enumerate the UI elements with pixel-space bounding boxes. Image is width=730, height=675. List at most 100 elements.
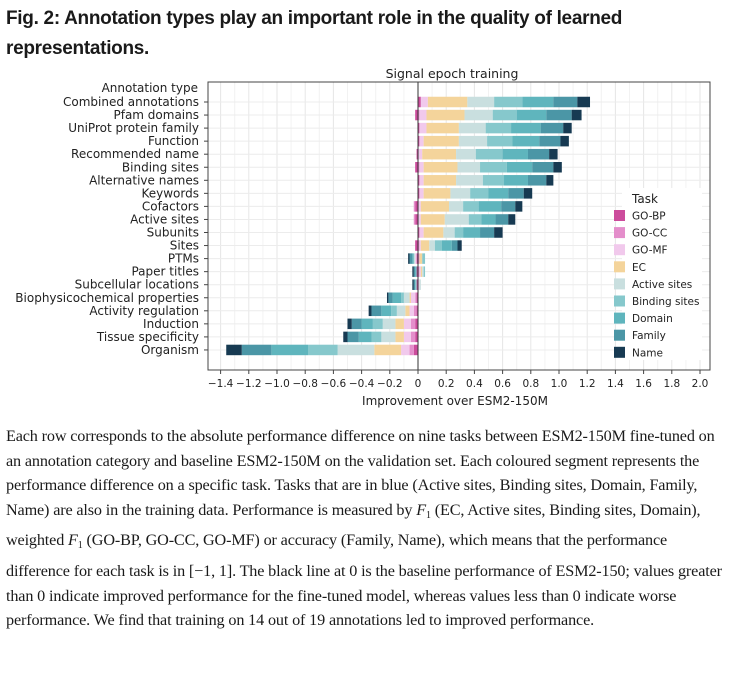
bar-segment: [482, 175, 505, 186]
bar-row: [386, 292, 418, 303]
bar-segment: [415, 253, 417, 264]
bar-segment: [241, 344, 272, 356]
legend-item: Domain: [614, 312, 673, 325]
bar-segment: [434, 240, 442, 251]
bar-segment: [475, 148, 503, 160]
x-tick-label: 2.0: [692, 378, 709, 390]
bar-segment: [495, 214, 509, 225]
bar-segment: [351, 318, 362, 330]
x-tick-label: −0.6: [321, 378, 347, 390]
bar-segment: [405, 305, 410, 317]
legend-label: EC: [632, 262, 646, 274]
y-tick-label: Tissue specificity: [96, 330, 199, 344]
bar-segment: [449, 201, 464, 212]
y-axis-label: Annotation type: [102, 81, 198, 95]
legend-item: Binding sites: [614, 295, 699, 308]
bar-segment: [415, 240, 418, 251]
bar-segment: [546, 109, 572, 121]
bar-row: [418, 227, 503, 238]
bar-segment: [410, 331, 416, 343]
legend-label: GO-BP: [632, 211, 666, 223]
bar-segment: [540, 122, 564, 134]
x-tick-label: 0: [415, 378, 422, 390]
plot-frame: [207, 81, 711, 371]
legend-label: GO-CC: [632, 228, 667, 240]
bar-segment: [347, 331, 359, 343]
bar-segment: [419, 122, 427, 134]
bar-segment: [413, 214, 416, 225]
y-tick-label: Binding sites: [122, 160, 199, 174]
bar-segment: [413, 266, 416, 277]
caption-part-2: (EC, Active sites, Binding sites, Domain…: [6, 500, 701, 550]
bar-segment: [478, 201, 502, 212]
f1-symbol: F1: [416, 500, 431, 521]
legend-item: Active sites: [614, 278, 692, 291]
bar-segment: [368, 305, 372, 317]
bar-segment: [415, 331, 418, 343]
figure-title: Fig. 2: Annotation types play an importa…: [6, 8, 623, 59]
chart-title: Signal epoch training: [386, 66, 519, 81]
bar-segment: [488, 188, 509, 199]
bar-segment: [458, 135, 488, 147]
bar-segment: [395, 318, 404, 330]
bar-segment: [523, 188, 533, 199]
bar-segment: [419, 266, 421, 277]
bar-row: [343, 331, 418, 343]
x-tick-label: −0.4: [349, 378, 375, 390]
bar-segment: [420, 266, 423, 277]
bar-segment: [416, 305, 418, 317]
bar-segment: [423, 266, 426, 277]
caption-part-3: (GO-BP, GO-CC, GO-MF) or accuracy (Famil…: [6, 531, 722, 630]
bar-segment: [494, 96, 523, 108]
bar-row: [415, 109, 582, 121]
bar-segment: [415, 109, 418, 121]
bar-segment: [420, 96, 428, 108]
bar-segment: [458, 122, 486, 134]
bar-segment: [522, 96, 554, 108]
bar-segment: [409, 292, 411, 303]
bar-segment: [454, 227, 464, 238]
bar-segment: [418, 240, 420, 251]
bar-segment: [347, 318, 352, 330]
bar-segment: [502, 148, 528, 160]
x-tick-label: 0.8: [522, 378, 539, 390]
bar-segment: [527, 148, 550, 160]
legend-item: GO-BP: [614, 210, 666, 223]
x-tick-label: 0.4: [466, 378, 483, 390]
bar-segment: [467, 96, 495, 108]
bar-segment: [418, 279, 420, 290]
bar-segment: [381, 305, 392, 317]
legend-item: GO-CC: [614, 227, 667, 240]
bar-segment: [413, 253, 416, 264]
bar-segment: [563, 122, 572, 134]
bar-segment: [443, 227, 455, 238]
x-tick-label: −1.4: [208, 378, 234, 390]
bar-segment: [418, 148, 423, 160]
bar-segment: [419, 135, 424, 147]
bar-segment: [416, 253, 418, 264]
legend-item: EC: [614, 261, 646, 274]
legend-swatch: [614, 278, 625, 290]
bar-segment: [403, 331, 411, 343]
bar-segment: [419, 253, 423, 264]
bar-segment: [413, 201, 416, 212]
x-tick-label: −1.2: [236, 378, 262, 390]
bar-segment: [388, 292, 393, 303]
bar-segment: [457, 162, 481, 173]
bar-segment: [418, 266, 420, 277]
x-axis-ticks: −1.4 −1.2 −1.0 −0.8 −0.6 −0.4 −0.2 0 0.2 0.4 0.6 0.…: [208, 370, 709, 390]
bar-segment: [415, 201, 418, 212]
bar-row: [415, 162, 562, 173]
bar-row: [412, 279, 421, 290]
bar-segment: [420, 201, 450, 212]
bar-segment: [423, 227, 444, 238]
bar-segment: [401, 292, 404, 303]
y-tick-label: Subcellular locations: [75, 278, 199, 292]
bar-segment: [418, 96, 421, 108]
bar-segment: [480, 162, 507, 173]
legend-swatch: [614, 329, 625, 341]
bar-segment: [361, 318, 373, 330]
bar-segment: [420, 214, 445, 225]
bar-segment: [423, 135, 459, 147]
x-tick-label: 1.6: [635, 378, 652, 390]
